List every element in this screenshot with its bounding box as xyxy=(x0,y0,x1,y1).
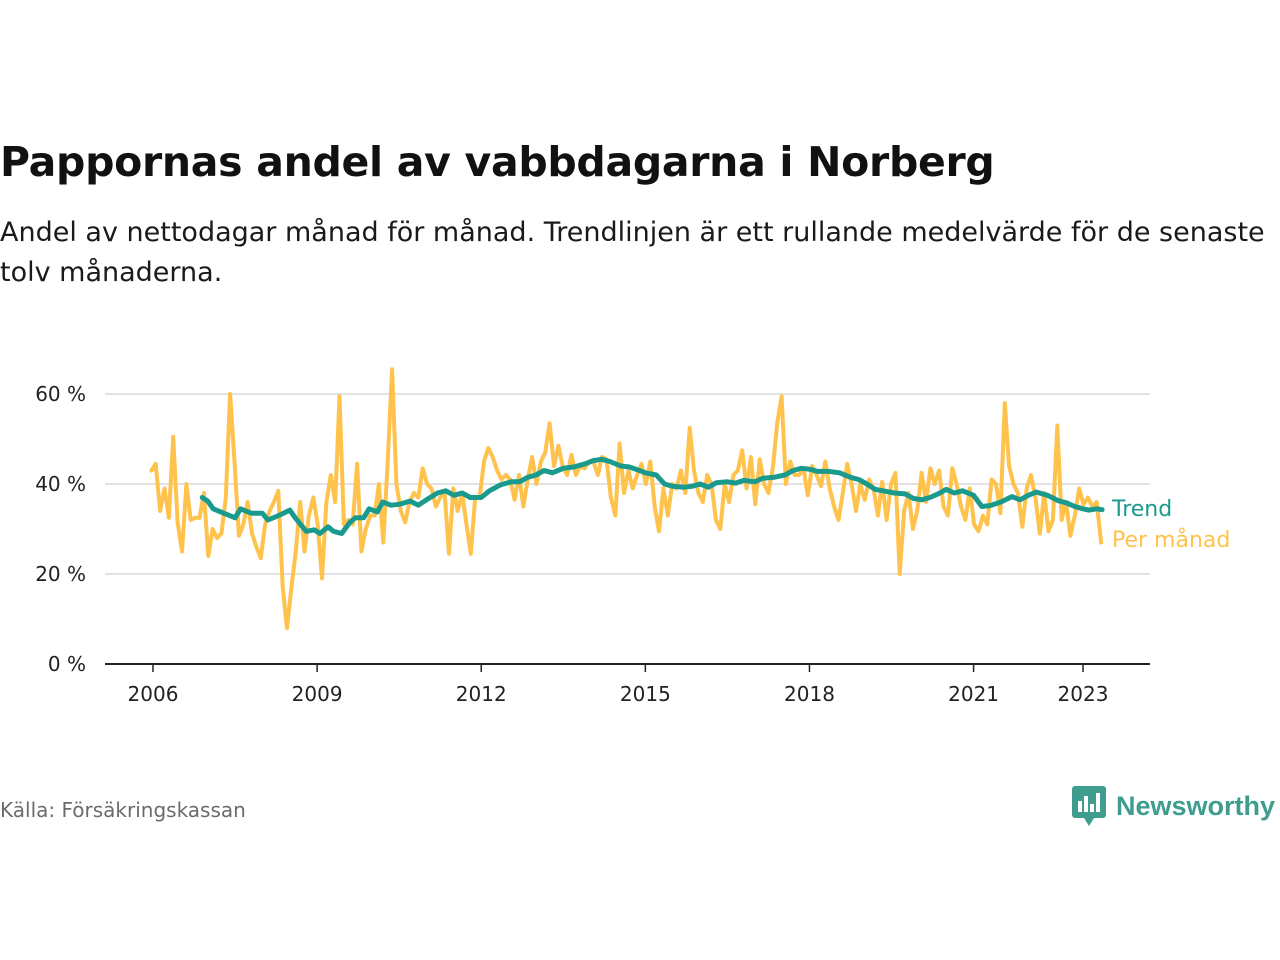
x-tick-label: 2023 xyxy=(1058,682,1109,706)
y-tick-label: 40 % xyxy=(35,472,86,496)
y-tick-label: 60 % xyxy=(35,382,86,406)
y-axis-labels: 0 % 20 % 40 % 60 % xyxy=(35,382,86,676)
series-labels: Trend Per månad xyxy=(1111,497,1230,553)
series-lines xyxy=(149,367,1105,630)
x-tick-label: 2015 xyxy=(620,682,671,706)
trend-label: Trend xyxy=(1111,497,1172,522)
x-tick-label: 2006 xyxy=(128,682,179,706)
x-tick-label: 2012 xyxy=(456,682,507,706)
chart-title: Pappornas andel av vabbdagarna i Norberg xyxy=(0,138,995,186)
monthly-line xyxy=(149,367,1104,630)
x-tick-label: 2018 xyxy=(784,682,835,706)
monthly-label: Per månad xyxy=(1112,527,1230,553)
brand-logo: Newsworthy xyxy=(1072,784,1275,828)
brand-name: Newsworthy xyxy=(1116,790,1276,821)
x-tick-label: 2009 xyxy=(292,682,343,706)
y-tick-label: 0 % xyxy=(48,652,86,676)
x-axis: 2006 2009 2012 2015 2018 2021 2023 xyxy=(105,663,1150,706)
source-note: Källa: Försäkringskassan xyxy=(0,798,246,822)
x-tick-label: 2021 xyxy=(948,682,999,706)
newsworthy-logo-icon xyxy=(1072,786,1106,826)
trend-line xyxy=(199,456,1105,536)
chart-subtitle: Andel av nettodagar månad för månad. Tre… xyxy=(0,217,1265,288)
line-chart: 0 % 20 % 40 % 60 % 2006 2009 2012 2015 2018 2021… xyxy=(35,367,1230,706)
y-tick-label: 20 % xyxy=(35,562,86,586)
